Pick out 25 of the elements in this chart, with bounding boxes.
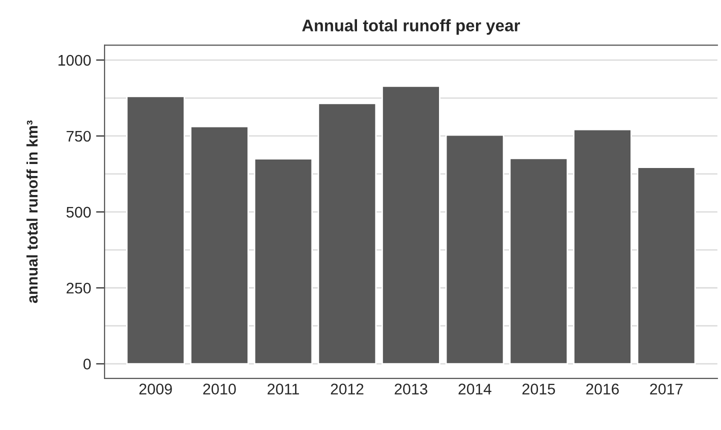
x-tick-label: 2012 [330,384,364,394]
bar [126,96,186,365]
y-tick-label: 0 [83,358,91,370]
chart-title: Annual total runoff per year [302,19,520,35]
bar [636,166,696,365]
bar [382,85,440,365]
bar [254,158,313,365]
x-tick-label: 2009 [139,384,172,394]
bar [509,158,568,365]
bar [573,128,632,365]
x-tick-label: 2016 [586,384,619,394]
x-tick-label: 2010 [203,384,236,394]
bar [190,126,249,365]
x-tick-label: 2017 [650,384,683,394]
y-tick-label: 1000 [58,54,91,66]
y-tick-label: 750 [66,130,91,142]
x-tick-label: 2011 [268,384,299,394]
x-tick-label: 2013 [394,384,428,394]
bar [318,102,377,365]
y-axis-title: annual total runoff in km³ [26,120,38,303]
bar [445,134,504,365]
x-tick-label: 2014 [458,384,492,394]
x-tick-label: 2015 [522,384,555,394]
y-tick-label: 250 [66,282,91,294]
y-tick-label: 500 [66,206,91,218]
